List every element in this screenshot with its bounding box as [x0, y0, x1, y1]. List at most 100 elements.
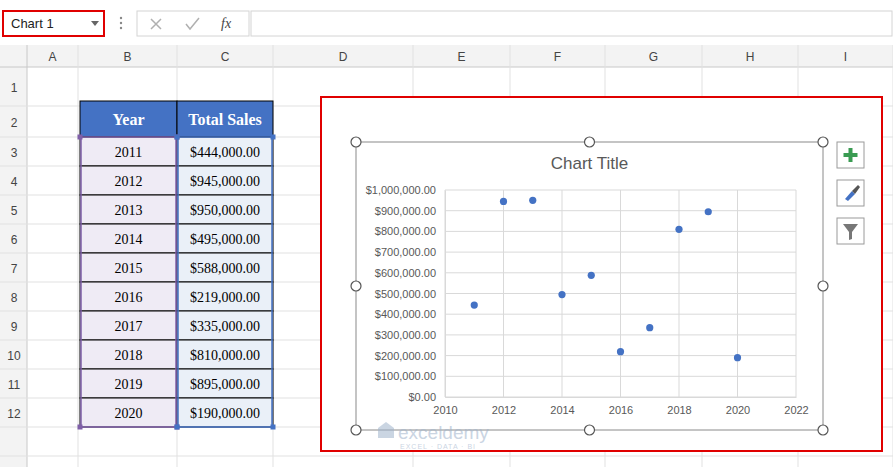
row-header[interactable]: 2: [11, 116, 18, 130]
column-header[interactable]: A: [48, 50, 56, 64]
resize-handle[interactable]: [351, 281, 361, 291]
name-box[interactable]: [3, 11, 104, 36]
column-header[interactable]: B: [123, 50, 131, 64]
data-point[interactable]: [705, 208, 712, 215]
table-cell[interactable]: [177, 253, 273, 282]
row-header[interactable]: 1: [11, 81, 18, 95]
resize-handle[interactable]: [818, 281, 828, 291]
cancel-button[interactable]: [151, 19, 161, 29]
chart-title[interactable]: Chart Title: [551, 154, 628, 173]
x-tick-label: 2012: [492, 404, 516, 416]
table-cell[interactable]: [80, 253, 177, 282]
column-header[interactable]: C: [221, 50, 230, 64]
resize-handle[interactable]: [818, 137, 828, 147]
table-cell[interactable]: [80, 137, 177, 166]
table-cell[interactable]: [80, 224, 177, 253]
table-cell[interactable]: [177, 311, 273, 340]
table-cell-text: $495,000.00: [190, 232, 260, 247]
data-point[interactable]: [500, 198, 507, 205]
table-cell[interactable]: [80, 311, 177, 340]
y-tick: $1,000,000.00: [366, 184, 445, 196]
enter-button[interactable]: [186, 18, 199, 29]
range-handle[interactable]: [78, 135, 83, 140]
range-handle[interactable]: [271, 425, 276, 430]
table-cell[interactable]: [80, 166, 177, 195]
table-cell[interactable]: [177, 137, 273, 166]
row-header[interactable]: 8: [11, 291, 18, 305]
table-cell[interactable]: [177, 166, 273, 195]
range-handle[interactable]: [175, 425, 180, 430]
y-tick: $0.00: [408, 391, 445, 403]
table-cell[interactable]: [80, 398, 177, 427]
range-handle[interactable]: [175, 135, 180, 140]
table-cell[interactable]: [177, 195, 273, 224]
x-tick-label: 2014: [550, 404, 574, 416]
column-header[interactable]: H: [746, 50, 755, 64]
insert-function[interactable]: fx: [221, 16, 232, 31]
row-header[interactable]: 9: [11, 320, 18, 334]
data-point[interactable]: [529, 197, 536, 204]
highlight-box: [321, 97, 882, 451]
y-tick-label: $300,000.00: [375, 329, 436, 341]
table-cell[interactable]: [177, 398, 273, 427]
chart-elements-button[interactable]: [837, 142, 864, 168]
resize-handle[interactable]: [351, 137, 361, 147]
column-header[interactable]: D: [339, 50, 348, 64]
y-tick-label: $1,000,000.00: [366, 184, 436, 196]
name-box-dropdown[interactable]: [91, 21, 99, 26]
range-handle[interactable]: [175, 425, 180, 430]
table-cell[interactable]: [177, 282, 273, 311]
row-header[interactable]: 4: [11, 175, 18, 189]
data-point[interactable]: [558, 291, 565, 298]
x-tick: 2010: [433, 397, 457, 416]
data-point[interactable]: [617, 348, 624, 355]
resize-handle[interactable]: [351, 425, 361, 435]
table-cell-text: 2020: [115, 406, 143, 421]
more-dots: [120, 17, 122, 19]
row-header[interactable]: 6: [11, 233, 18, 247]
column-header[interactable]: I: [844, 50, 847, 64]
x-tick-label: 2022: [784, 404, 808, 416]
x-tick-label: 2010: [433, 404, 457, 416]
row-header[interactable]: 12: [7, 407, 21, 421]
formula-input[interactable]: [251, 11, 892, 36]
row-header[interactable]: 10: [7, 349, 21, 363]
data-point[interactable]: [471, 301, 478, 308]
data-point[interactable]: [588, 272, 595, 279]
row-header[interactable]: 3: [11, 146, 18, 160]
brush-icon: [852, 185, 860, 194]
more-dots: [120, 27, 122, 29]
chart-area[interactable]: [356, 142, 823, 430]
table-cell-text: 2017: [115, 319, 143, 334]
table-cell[interactable]: [80, 282, 177, 311]
table-cell[interactable]: [80, 340, 177, 369]
column-header[interactable]: E: [457, 50, 465, 64]
resize-handle[interactable]: [585, 137, 595, 147]
table-cell-text: $588,000.00: [190, 261, 260, 276]
range-handle[interactable]: [271, 135, 276, 140]
table-cell[interactable]: [177, 340, 273, 369]
table-cell[interactable]: [177, 369, 273, 398]
chart-styles-button[interactable]: [837, 180, 864, 206]
range-handle[interactable]: [175, 135, 180, 140]
table-cell[interactable]: [80, 195, 177, 224]
row-header[interactable]: 11: [8, 378, 21, 392]
range-handle[interactable]: [78, 425, 83, 430]
table-cell[interactable]: [177, 224, 273, 253]
column-header[interactable]: G: [649, 50, 658, 64]
table-cell[interactable]: [80, 369, 177, 398]
column-header[interactable]: F: [554, 50, 561, 64]
data-point[interactable]: [646, 324, 653, 331]
table-cell-text: 2013: [115, 203, 143, 218]
table-cell-text: 2014: [115, 232, 143, 247]
row-header[interactable]: 5: [11, 204, 18, 218]
y-tick: $700,000.00: [375, 246, 445, 258]
y-tick-label: $800,000.00: [375, 225, 436, 237]
row-header[interactable]: 7: [11, 262, 18, 276]
table-cell-text: 2012: [115, 174, 143, 189]
chart-filters-button[interactable]: [837, 218, 864, 244]
resize-handle[interactable]: [818, 425, 828, 435]
data-point[interactable]: [675, 226, 682, 233]
data-point[interactable]: [734, 354, 741, 361]
resize-handle[interactable]: [585, 425, 595, 435]
